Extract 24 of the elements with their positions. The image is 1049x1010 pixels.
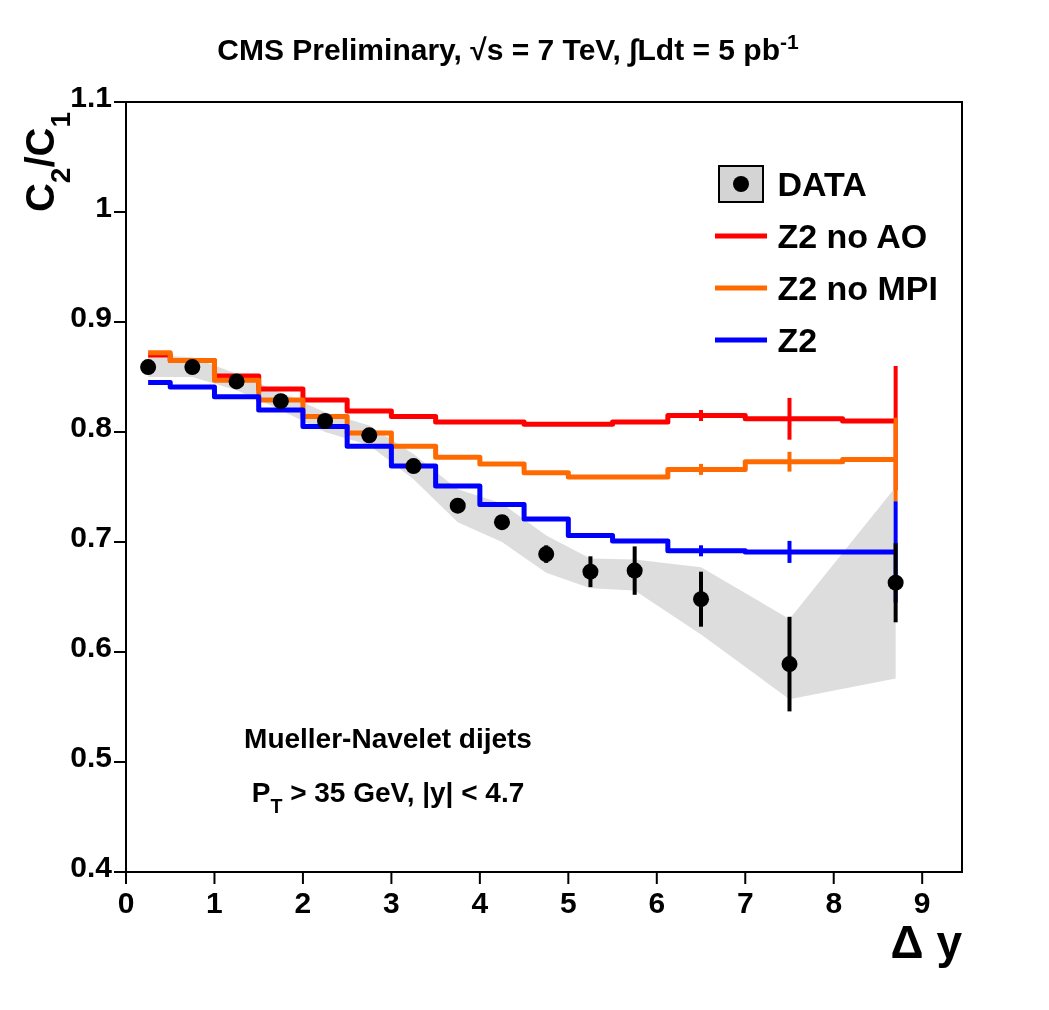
- x-tick-label: 6: [648, 886, 666, 920]
- x-tick-label: 1: [206, 886, 223, 920]
- y-tick-label: 0.5: [70, 739, 112, 773]
- x-tick-label: 4: [471, 886, 489, 920]
- legend-label: Z2 no MPI: [777, 268, 938, 307]
- legend-label: DATA: [777, 164, 867, 203]
- y-tick-label: 0.7: [70, 519, 112, 553]
- y-tick-label: 1.1: [70, 79, 112, 113]
- legend-label: Z2: [777, 320, 818, 359]
- x-tick-label: 8: [825, 886, 843, 920]
- y-tick-label: 0.6: [70, 629, 112, 663]
- legend-label: Z2 no AO: [777, 216, 928, 255]
- x-tick-label: 5: [559, 886, 577, 920]
- x-tick-label: 7: [736, 886, 754, 920]
- annotation: Mueller-Navelet dijets: [244, 723, 532, 754]
- y-tick-label: 0.8: [70, 409, 112, 443]
- chart-title: CMS Preliminary, √s = 7 TeV, ∫Ldt = 5 pb$^{-1}$: [217, 29, 799, 67]
- x-tick-label: 0: [117, 886, 135, 920]
- x-tick-label: 3: [383, 886, 400, 920]
- y-tick-label: 0.9: [70, 299, 112, 333]
- annotation: P$_{T}$ > 35 GeV, |y| < 4.7: [251, 777, 525, 817]
- x-tick-label: 2: [294, 886, 312, 920]
- y-tick-label: 1: [95, 189, 112, 223]
- y-tick-label: 0.4: [70, 849, 113, 883]
